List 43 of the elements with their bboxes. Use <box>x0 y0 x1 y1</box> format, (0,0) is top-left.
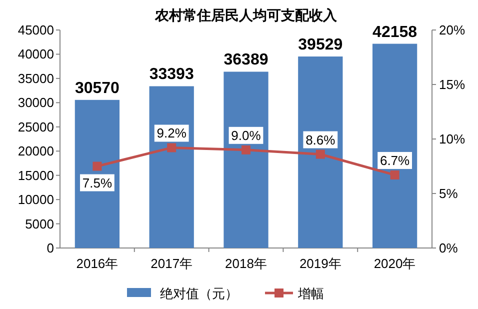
data-label: 6.7% <box>380 152 410 168</box>
point <box>92 162 102 171</box>
chart-title: 农村常住居民人均可支配收入 <box>154 8 338 24</box>
data-label: 9.0% <box>231 128 262 143</box>
y2-tick-label: 10% <box>439 132 466 146</box>
data-label: 8.6% <box>306 132 336 148</box>
data-label: 33393 <box>149 66 194 84</box>
y-tick-label: 10000 <box>18 192 54 208</box>
y2-tick-label: 0% <box>439 240 458 256</box>
legend-label: 增幅 <box>297 286 324 301</box>
y2-tick-label: 15% <box>439 77 466 92</box>
y-tick-label: 35000 <box>18 70 54 86</box>
y-tick-label: 25000 <box>18 119 54 134</box>
y-tick-label: 15000 <box>18 168 54 183</box>
bar <box>298 56 343 248</box>
x-tick-label: 2020年 <box>374 256 416 271</box>
x-tick-label: 2019年 <box>299 256 342 271</box>
data-label: 7.5% <box>82 175 112 190</box>
legend-label: 绝对值（元） <box>160 286 238 301</box>
bar <box>149 86 194 248</box>
y2-tick-label: 20% <box>439 22 466 38</box>
bar <box>74 100 120 248</box>
data-label: 9.2% <box>156 126 187 141</box>
data-label: 36389 <box>224 52 268 69</box>
bar <box>224 72 268 248</box>
x-tick-label: 2016年 <box>76 256 118 271</box>
point <box>167 143 176 152</box>
x-tick-label: 2017年 <box>150 256 193 271</box>
y2-tick-label: 5% <box>439 186 458 201</box>
data-label: 42158 <box>372 24 418 41</box>
y-tick-label: 20000 <box>18 144 54 159</box>
bar <box>372 44 418 248</box>
data-label: 30570 <box>74 80 120 97</box>
point <box>316 150 325 159</box>
point <box>242 145 250 154</box>
y-tick-label: 30000 <box>18 95 54 110</box>
data-label: 39529 <box>298 36 343 54</box>
x-tick-label: 2018年 <box>225 256 267 271</box>
y-tick-label: 40000 <box>18 46 54 62</box>
point <box>390 170 400 180</box>
y-tick-label: 45000 <box>18 22 54 38</box>
y-tick-label: 0 <box>46 240 54 256</box>
y-tick-label: 5000 <box>25 216 54 232</box>
